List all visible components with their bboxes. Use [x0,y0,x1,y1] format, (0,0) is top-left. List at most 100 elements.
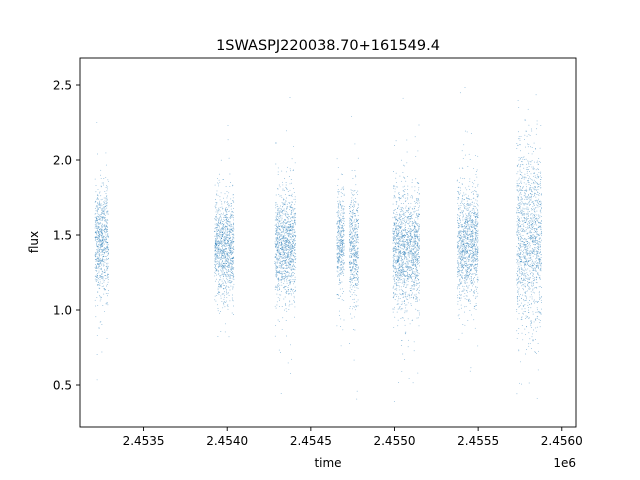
data-point [282,252,284,254]
data-point [275,272,277,274]
data-point [285,237,287,239]
data-point [217,247,219,249]
data-point [353,302,355,303]
data-point [418,189,420,191]
data-point [277,271,279,273]
data-point [225,277,227,279]
data-point [397,235,399,237]
data-point [107,213,109,215]
data-point [413,237,415,239]
data-point [351,224,353,226]
data-point [416,216,418,218]
data-point [278,213,280,215]
data-point [394,250,396,252]
data-point [283,278,285,280]
data-point [341,267,343,269]
data-point [396,249,398,251]
data-point [224,238,226,240]
data-point [395,239,397,241]
data-point [280,243,282,245]
data-point [102,217,104,219]
data-point [232,272,234,274]
data-point [226,197,228,199]
data-point [404,300,405,301]
data-point [351,245,353,246]
data-point [224,246,226,248]
data-point [220,240,222,242]
data-point [401,316,403,318]
data-point [217,287,219,289]
data-point [222,220,224,222]
data-point [219,244,220,246]
data-point [288,293,290,295]
data-point [98,266,100,268]
data-point [276,212,278,214]
data-point [225,237,226,239]
data-point [221,236,223,238]
data-point [403,191,405,193]
data-point [355,234,357,236]
data-point [287,255,288,257]
data-point [103,285,104,287]
data-point [337,203,339,205]
data-point [349,343,350,344]
data-point [229,265,230,267]
data-point [342,266,344,268]
data-point [227,234,229,236]
data-point [95,280,97,282]
data-point [404,292,406,294]
data-point [289,275,291,277]
data-point [341,235,343,237]
data-point [350,211,352,212]
data-point [230,274,232,276]
data-point [288,257,290,259]
data-point [396,271,398,273]
data-point [277,167,279,169]
data-point [410,278,412,280]
data-point [405,331,407,333]
data-point [224,232,226,234]
data-point [96,195,98,196]
data-point [226,271,228,273]
data-point [295,201,297,203]
data-point [355,258,357,260]
data-point [229,236,231,238]
data-point [104,248,106,250]
data-point [216,225,218,227]
data-point [291,234,293,236]
data-point [284,246,286,248]
data-point [103,197,105,199]
data-point [226,304,228,306]
data-point [418,312,420,314]
data-point [291,228,293,229]
data-point [277,242,279,244]
data-point [222,307,224,309]
data-point [283,252,285,254]
data-point [231,263,233,265]
data-point [355,309,357,311]
data-point [220,295,222,297]
data-point [222,258,224,259]
data-point [357,264,358,266]
data-point [278,271,280,272]
data-point [408,219,410,221]
data-point [410,289,412,291]
data-point [398,285,400,287]
data-point [284,222,286,224]
data-point [412,256,414,258]
data-point [216,235,218,237]
data-point [278,258,280,260]
data-point [295,266,297,268]
data-point [413,261,415,263]
data-point [414,231,416,233]
data-point [281,273,283,275]
data-point [285,219,287,221]
data-point [414,285,416,287]
data-point [225,207,227,209]
data-point [407,294,409,296]
data-point [275,232,277,234]
data-point [98,270,100,272]
data-point [219,199,221,201]
data-point [94,258,96,260]
data-point [275,285,276,287]
